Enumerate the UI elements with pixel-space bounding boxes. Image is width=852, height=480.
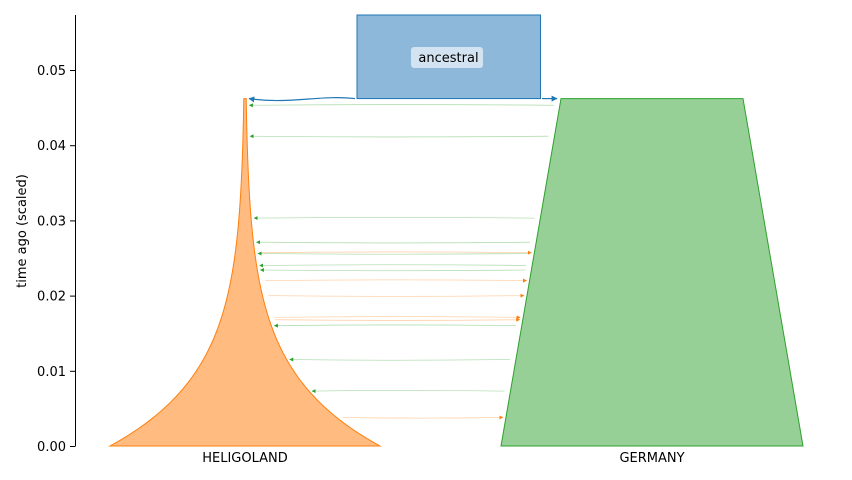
pulse-arrow <box>311 389 505 394</box>
deme-germany <box>500 98 804 447</box>
pulses-layer <box>248 103 554 420</box>
pulse-arrow <box>248 103 554 108</box>
y-tick-label: 0.01 <box>37 365 66 380</box>
y-tick-label: 0.00 <box>37 440 66 455</box>
pulse-arrow <box>249 134 549 139</box>
deme-label-germany: GERMANY <box>619 451 684 466</box>
pulse-arrow <box>273 323 516 328</box>
pulse-arrow <box>259 263 527 268</box>
y-axis-ticks: 0.00 0.01 0.02 0.03 0.04 0.05 <box>37 64 76 455</box>
pulse-arrow <box>256 240 531 245</box>
y-tick-label: 0.02 <box>37 290 66 305</box>
deme-label-heligoland: HELIGOLAND <box>202 451 288 466</box>
pulse-arrow <box>268 293 525 298</box>
demes-layer <box>108 14 804 447</box>
pulse-arrow <box>257 251 529 256</box>
y-tick-label: 0.04 <box>37 139 66 154</box>
pulse-arrow <box>274 315 521 320</box>
pulse-arrow <box>253 216 535 221</box>
y-tick-label: 0.03 <box>37 214 66 229</box>
pulse-arrow <box>260 250 532 255</box>
y-tick-label: 0.05 <box>37 64 66 79</box>
deme-label-ancestral: ancestral <box>418 51 478 66</box>
pulse-arrow <box>259 268 526 273</box>
pulse-arrow <box>275 317 521 322</box>
ancestry-arrow-heligoland <box>248 96 356 103</box>
pulse-arrow <box>289 357 510 362</box>
y-axis-title: time ago (scaled) <box>15 174 30 288</box>
deme-heligoland <box>108 98 382 447</box>
ancestral-label-background <box>411 47 483 68</box>
pulse-arrow <box>265 278 527 283</box>
pulse-arrow <box>342 415 504 420</box>
